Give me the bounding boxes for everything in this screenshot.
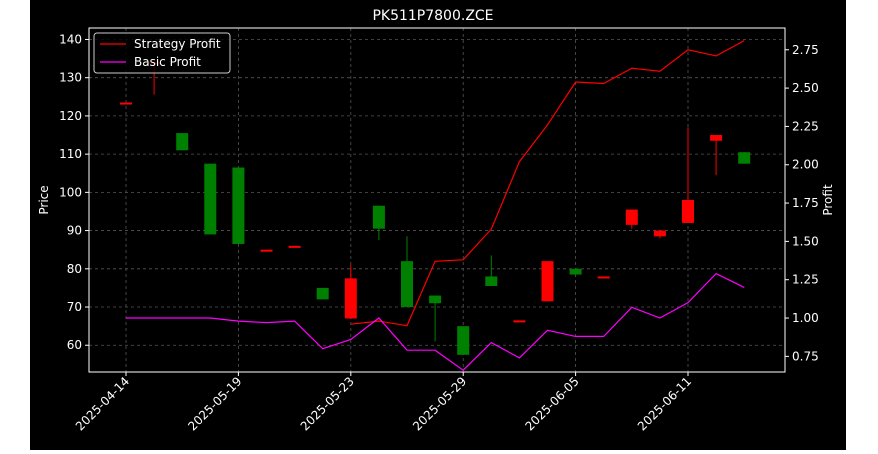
candle	[682, 127, 694, 223]
candle	[738, 152, 751, 164]
candle-body	[485, 276, 498, 286]
candle-body	[653, 230, 666, 237]
y2-tick-label: 2.25	[792, 119, 819, 133]
y2-tick-label: 1.75	[792, 196, 819, 210]
plot-frame	[88, 27, 786, 373]
basic-profit-line	[126, 272, 745, 371]
candle-body	[682, 200, 694, 223]
candle	[260, 249, 273, 252]
candle	[204, 163, 217, 235]
x-tick-label: 2025-05-23	[298, 374, 357, 433]
candle-body	[401, 261, 413, 308]
candle-body	[204, 163, 217, 235]
candle	[344, 264, 357, 319]
candle	[625, 209, 638, 229]
candle-body	[597, 276, 610, 279]
candle-body	[569, 268, 582, 275]
candle-body	[738, 152, 751, 164]
candle	[176, 133, 189, 151]
y2-tick-label: 2.50	[792, 81, 819, 95]
candle	[401, 236, 413, 308]
axes: 60 70 80 90 100 110 120 130 140 0.75 1.00 1.25 1.50 1…	[59, 32, 819, 433]
candle	[569, 268, 582, 275]
y-axis-label: Price	[37, 185, 51, 214]
candle-body	[541, 261, 554, 302]
x-tick-label: 2025-05-19	[185, 374, 244, 433]
profit-lines	[126, 40, 745, 371]
candle	[457, 326, 470, 355]
candle	[597, 276, 610, 279]
legend-strategy-label: Strategy Profit	[134, 37, 221, 51]
y2-tick-label: 0.75	[792, 349, 819, 363]
candle-body	[513, 320, 526, 323]
candle-body	[176, 133, 189, 151]
y2-tick-label: 1.50	[792, 234, 819, 248]
x-tick-label: 2025-04-14	[73, 374, 132, 433]
x-tick-label: 2025-06-11	[635, 374, 694, 433]
candle-body	[288, 245, 301, 248]
candle	[232, 167, 245, 244]
y-tick-label: 90	[67, 224, 82, 238]
legend: Strategy Profit Basic Profit	[93, 32, 231, 74]
chart-figure: PK511P7800.ZCE 60 70 80 90 100 110 120 130 140 0.…	[30, 0, 846, 450]
candle	[653, 230, 666, 239]
chart-title: PK511P7800.ZCE	[372, 8, 493, 24]
strategy-profit-line	[350, 40, 745, 327]
y2-tick-label: 2.75	[792, 43, 819, 57]
legend-basic-label: Basic Profit	[134, 55, 201, 69]
y-tick-label: 110	[59, 147, 82, 161]
y-tick-label: 120	[59, 109, 82, 123]
x-tick-label: 2025-06-05	[523, 374, 582, 433]
y2-tick-label: 1.25	[792, 273, 819, 287]
y2-tick-label: 2.00	[792, 158, 819, 172]
candle	[316, 287, 329, 300]
y-tick-label: 130	[59, 71, 82, 85]
y-tick-label: 140	[59, 32, 82, 46]
candle	[120, 102, 132, 105]
candles	[120, 62, 751, 355]
candle	[485, 255, 498, 286]
candle-body	[344, 278, 357, 319]
candlestick-chart: PK511P7800.ZCE 60 70 80 90 100 110 120 130 140 0.…	[37, 8, 835, 433]
candle	[710, 135, 723, 176]
candle	[513, 320, 526, 323]
candle-body	[232, 167, 245, 244]
candle-body	[710, 135, 723, 141]
candle-body	[260, 249, 273, 252]
legend-box	[93, 32, 231, 74]
candle-body	[316, 287, 329, 300]
y-tick-label: 70	[67, 300, 82, 314]
candle-body	[625, 209, 638, 225]
y2-axis-label: Profit	[821, 184, 835, 216]
candle-body	[120, 102, 132, 105]
grid	[89, 28, 785, 372]
candle	[541, 261, 554, 302]
candle	[429, 295, 442, 342]
candle-body	[457, 326, 470, 355]
x-tick-label: 2025-05-29	[410, 374, 469, 433]
candle	[288, 245, 301, 248]
y-tick-label: 60	[67, 338, 82, 352]
y-tick-label: 80	[67, 262, 82, 276]
candle-body	[429, 295, 442, 304]
candle	[372, 205, 385, 241]
candle-body	[372, 205, 385, 229]
y-tick-label: 100	[59, 185, 82, 199]
y2-tick-label: 1.00	[792, 311, 819, 325]
